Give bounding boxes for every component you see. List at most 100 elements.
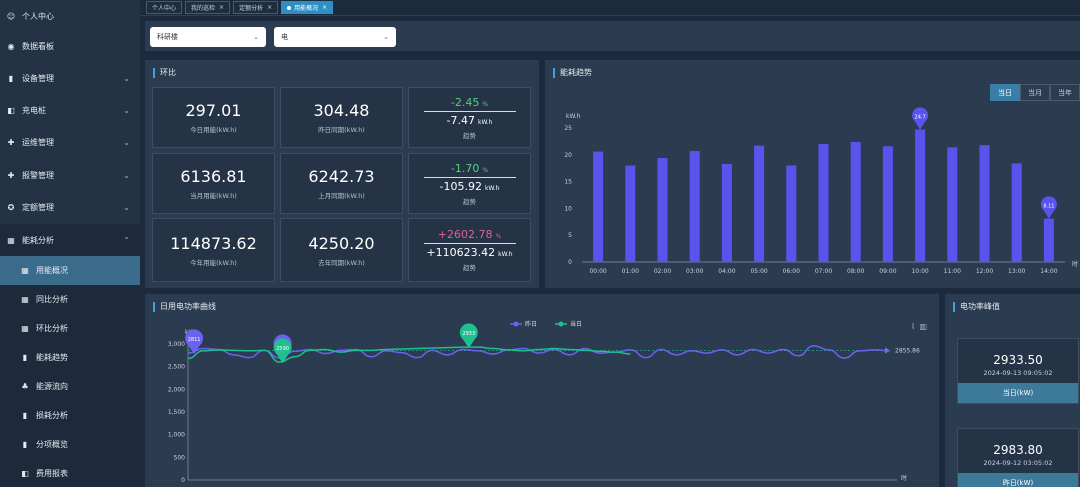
power-curve-panel: 日用电功率曲线 ⌇ ▥ xyxy=(145,294,939,487)
absolute-value: -7.47 xyxy=(446,113,476,127)
y-tick-label: 2,500 xyxy=(168,364,185,371)
stat-card: 297.01 今日用能(kW.h) xyxy=(152,87,275,148)
sidebar-item-1[interactable]: ◉ 数据看板 xyxy=(0,30,140,62)
mark-point-pin xyxy=(185,329,204,355)
trend-card: -1.70% -105.92 kW.h 趋势 xyxy=(408,153,531,214)
building-select-value: 科研楼 xyxy=(157,33,178,41)
sidebar-subitem-7[interactable]: ◧ 费用报表 xyxy=(0,459,140,487)
close-icon[interactable]: × xyxy=(267,4,273,11)
bar xyxy=(657,158,668,262)
stat-label: 昨日同期(kW.h) xyxy=(318,126,365,134)
trend-percent: -1.70% xyxy=(451,162,488,175)
sidebar-subitem-1[interactable]: ▦ 同比分析 xyxy=(0,285,140,314)
sidebar-subitem-label: 用能概况 xyxy=(36,266,68,275)
y-tick-label: 25 xyxy=(564,125,572,132)
bar xyxy=(818,144,829,262)
sidebar-subitem-2[interactable]: ▦ 环比分析 xyxy=(0,314,140,343)
tab-3[interactable]: 用能概况 × xyxy=(281,1,334,14)
x-tick-label: 11:00 xyxy=(944,268,961,275)
peak-card-yesterday: 2983.80 2024-09-12 03:05:02 昨日(kW) xyxy=(957,428,1079,487)
analysis-icon: ▦ xyxy=(7,235,15,245)
percent-unit: % xyxy=(482,100,489,108)
mark-point-label: 24.7 xyxy=(915,115,926,121)
sidebar-item-3[interactable]: ◧ 充电桩 ⌄ xyxy=(0,94,140,126)
y-tick-label: 3,000 xyxy=(168,341,185,348)
chevron-down-icon: ⌄ xyxy=(123,170,130,180)
sidebar-item-6[interactable]: ✪ 定额管理 ⌄ xyxy=(0,191,140,223)
x-tick-label: 07:00 xyxy=(815,268,832,275)
bar-chart-icon[interactable]: ▥ xyxy=(919,322,927,331)
y-tick-label: 15 xyxy=(564,179,572,186)
sidebar-item-7[interactable]: ▦ 能耗分析 ⌃ xyxy=(0,224,140,256)
sidebar-subitem-6[interactable]: ▮ 分项概览 xyxy=(0,430,140,459)
alarm-icon: ✚ xyxy=(7,170,15,180)
stat-card: 4250.20 去年同期(kW.h) xyxy=(280,218,403,282)
sidebar-item-0[interactable]: ☺ 个人中心 xyxy=(0,0,140,32)
trend-absolute: +110623.42 kW.h xyxy=(426,246,512,259)
stat-value: 114873.62 xyxy=(170,233,257,253)
bar xyxy=(593,151,604,262)
tab-label: 我的巡检 xyxy=(191,5,216,12)
power-curve-chart: kW05001,0001,5002,0002,5003,000时2855.862… xyxy=(168,320,920,484)
energy-select[interactable]: 电 ⌄ xyxy=(274,27,396,47)
stat-label: 去年同期(kW.h) xyxy=(318,258,365,267)
x-tick-label: 14:00 xyxy=(1040,268,1057,275)
peak-value: 2983.80 xyxy=(993,443,1043,457)
chevron-up-icon: ⌃ xyxy=(123,235,130,245)
x-tick-label: 05:00 xyxy=(750,268,767,275)
user-icon: ☺ xyxy=(6,11,16,21)
trend-absolute: -7.47 kW.h xyxy=(447,114,493,127)
y-tick-label: 0 xyxy=(181,477,185,484)
period-segment: 当日 当月 当年 xyxy=(990,84,1080,101)
tab-label: 定额分析 xyxy=(239,5,264,12)
absolute-value: -105.92 xyxy=(439,179,483,193)
flow-icon: ♣ xyxy=(21,382,29,391)
sidebar-subitem-0[interactable]: ▦ 用能概况 xyxy=(0,256,140,285)
trend-card: -2.45% -7.47 kW.h 趋势 xyxy=(408,87,531,148)
stat-label: 今年用能(kW.h) xyxy=(190,258,237,267)
sidebar-subitem-3[interactable]: ▮ 能耗趋势 xyxy=(0,343,140,372)
peak-time: 2024-09-13 09:05:02 xyxy=(983,369,1053,377)
chevron-down-icon: ⌄ xyxy=(383,33,389,41)
sidebar-subitem-5[interactable]: ▮ 损耗分析 xyxy=(0,401,140,430)
peak-panel: 电功率峰值 2933.50 2024-09-13 09:05:02 当日(kW)… xyxy=(945,294,1080,487)
percent-unit: % xyxy=(482,166,489,174)
mark-line-label: 2855.86 xyxy=(895,348,920,355)
sidebar-item-4[interactable]: ✚ 运维管理 ⌄ xyxy=(0,126,140,158)
line-chart-icon[interactable]: ⌇ xyxy=(911,322,915,331)
y-tick-label: 2,000 xyxy=(168,386,185,393)
sidebar-item-5[interactable]: ✚ 报警管理 ⌄ xyxy=(0,159,140,191)
y-tick-label: 10 xyxy=(564,205,572,212)
mark-point-pin xyxy=(273,338,292,364)
energy-select-value: 电 xyxy=(281,33,288,41)
chevron-down-icon: ⌄ xyxy=(123,202,130,212)
absolute-value: +110623.42 xyxy=(426,246,496,259)
tab-0[interactable]: 个人中心 xyxy=(146,1,183,14)
tab-1[interactable]: 我的巡检 × xyxy=(185,1,231,14)
segment-option[interactable]: 当月 xyxy=(1020,84,1050,101)
bar xyxy=(721,163,732,262)
segment-option[interactable]: 当年 xyxy=(1050,84,1080,101)
building-select[interactable]: 科研楼 ⌄ xyxy=(150,27,266,47)
sidebar-item-label: 个人中心 xyxy=(22,11,54,21)
bar xyxy=(979,145,990,262)
tab-2[interactable]: 定额分析 × xyxy=(233,1,279,14)
sidebar-subitem-4[interactable]: ♣ 能源流向 xyxy=(0,372,140,401)
tab-label: 用能概况 xyxy=(294,5,319,12)
stat-value: 304.48 xyxy=(313,101,370,120)
panel-title: 能耗趋势 xyxy=(553,68,592,78)
x-tick-label: 03:00 xyxy=(686,268,703,275)
quota-icon: ✪ xyxy=(7,202,15,212)
panel-title: 电功率峰值 xyxy=(953,302,1000,312)
segment-option[interactable]: 当日 xyxy=(990,84,1020,101)
percent-value: -2.45 xyxy=(450,95,480,109)
sidebar-item-2[interactable]: ▮ 设备管理 ⌄ xyxy=(0,62,140,94)
legend-label: 昨日 xyxy=(525,320,537,328)
close-icon[interactable]: × xyxy=(322,4,328,11)
sidebar-item-label: 定额管理 xyxy=(22,202,54,212)
mark-point-label: 8.11 xyxy=(1043,204,1054,210)
bar-chart-icon: ▮ xyxy=(22,411,28,420)
sidebar-item-label: 充电桩 xyxy=(22,105,46,115)
bar xyxy=(850,141,861,262)
close-icon[interactable]: × xyxy=(219,4,225,11)
